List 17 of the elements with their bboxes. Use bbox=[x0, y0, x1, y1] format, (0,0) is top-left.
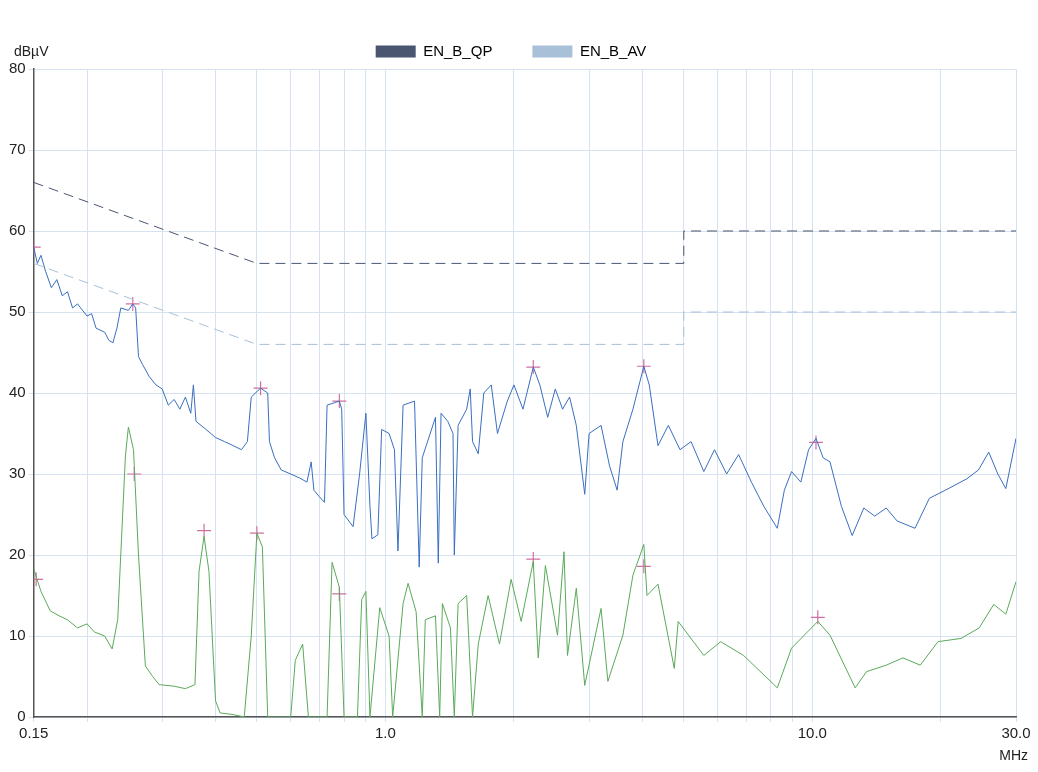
x-tick-label: 0.15 bbox=[19, 724, 49, 742]
y-tick-label: 30 bbox=[9, 464, 26, 482]
y-tick-label: 70 bbox=[9, 140, 26, 158]
x-tick-label: 10.0 bbox=[797, 724, 827, 742]
x-tick-label: 1.0 bbox=[374, 724, 396, 742]
y-tick-label: 50 bbox=[9, 302, 26, 320]
legend-label: EN_B_AV bbox=[579, 41, 647, 59]
y-tick-label: 80 bbox=[9, 59, 26, 77]
y-tick-label: 20 bbox=[9, 545, 26, 563]
x-tick-label: 30.0 bbox=[1001, 724, 1031, 742]
x-axis-title: MHz bbox=[999, 746, 1028, 763]
legend-label: EN_B_QP bbox=[423, 41, 493, 59]
y-tick-label: 40 bbox=[9, 383, 26, 401]
y-tick-label: 0 bbox=[17, 707, 26, 725]
y-tick-label: 10 bbox=[9, 626, 26, 644]
y-tick-label: 60 bbox=[9, 221, 26, 239]
y-axis-title: dBµV bbox=[14, 42, 50, 59]
